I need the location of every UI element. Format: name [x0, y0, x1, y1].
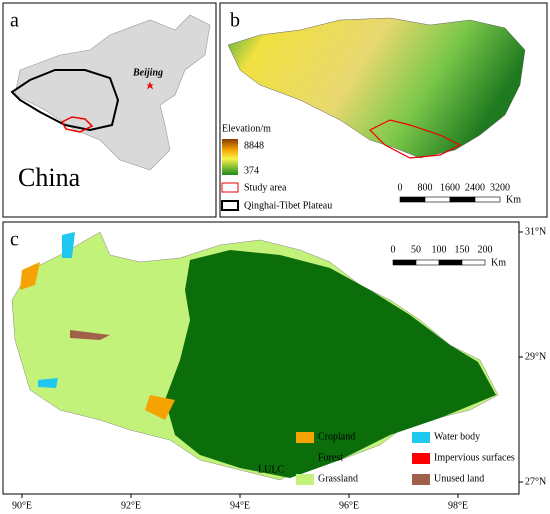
scale-tick-label: 1600 [440, 182, 460, 193]
scale-unit: Km [491, 257, 506, 268]
panel-label: b [230, 10, 240, 32]
longitude-label: 98°E [448, 500, 468, 511]
scale-tick-label: 0 [398, 182, 403, 193]
unused-land-patch [70, 330, 110, 340]
legend-swatch [296, 453, 314, 464]
panel-label: c [10, 229, 19, 251]
scale-tick-label: 2400 [465, 182, 485, 193]
elevation-high: 8848 [244, 140, 264, 151]
legend-label: Grassland [318, 473, 358, 484]
longitude-label: 94°E [230, 500, 250, 511]
water-body [38, 378, 58, 388]
graticule-labels: 31°N 29°N 27°N 90°E 92°E 94°E 96°E 98°E [12, 226, 546, 511]
study-area-outline [60, 116, 94, 133]
scale-tick-label: 150 [455, 244, 470, 255]
scale-segment [399, 196, 426, 203]
longitude-label: 90°E [12, 500, 32, 511]
longitude-label: 96°E [339, 500, 359, 511]
legend: Cropland Forest Grassland Water body Impervi… [296, 431, 515, 485]
water-body [62, 232, 75, 258]
legend-label: Unused land [434, 473, 484, 484]
plateau-label: Qinghai-Tibet Plateau [244, 200, 332, 211]
scale-tick-label: 3200 [490, 182, 510, 193]
scale-segment [424, 196, 451, 203]
elevation-low: 374 [244, 165, 259, 176]
study-area-swatch [221, 182, 239, 193]
scale-tick-label: 200 [478, 244, 493, 255]
latitude-label: 29°N [525, 351, 546, 362]
scale-segment [392, 259, 417, 266]
study-area-label: Study area [244, 182, 287, 193]
legend-label: Impervious surfaces [434, 452, 515, 463]
latitude-label: 27°N [525, 476, 546, 487]
china-outline [14, 14, 211, 171]
scale-segment [474, 196, 501, 203]
scale-segment [415, 259, 440, 266]
scale-segment [438, 259, 463, 266]
scale-tick-label: 50 [411, 244, 421, 255]
legend-label: Forest [318, 452, 343, 463]
forest-region [165, 250, 496, 478]
scale-segment [461, 259, 486, 266]
legend-title: LULC [258, 464, 284, 475]
legend-label: Water body [434, 431, 480, 442]
panel-label: a [10, 10, 19, 32]
elevation-ramp [222, 139, 238, 175]
latitude-label: 31°N [525, 226, 546, 237]
legend-title: Elevation/m [222, 123, 271, 134]
capital-marker [146, 81, 154, 90]
capital-label: Beijing [132, 67, 163, 78]
plateau-elevation [227, 17, 526, 159]
scale-tick-label: 100 [432, 244, 447, 255]
country-label: China [18, 163, 81, 192]
study-area-outline [368, 119, 462, 159]
scale-unit: Km [506, 194, 521, 205]
longitude-label: 92°E [121, 500, 141, 511]
legend-swatch [296, 474, 314, 485]
legend-swatch [412, 453, 430, 464]
legend-swatch [412, 474, 430, 485]
legend-swatch [296, 432, 314, 443]
scale-bar: 0 50 100 150 200 Km [391, 244, 507, 268]
scale-tick-label: 800 [418, 182, 433, 193]
scale-tick-label: 0 [391, 244, 396, 255]
scale-segment [449, 196, 476, 203]
plateau-swatch [221, 200, 239, 211]
legend-label: Cropland [318, 431, 355, 442]
cropland-patch [20, 262, 175, 420]
legend-swatch [412, 432, 430, 443]
plateau-outline [10, 69, 120, 132]
